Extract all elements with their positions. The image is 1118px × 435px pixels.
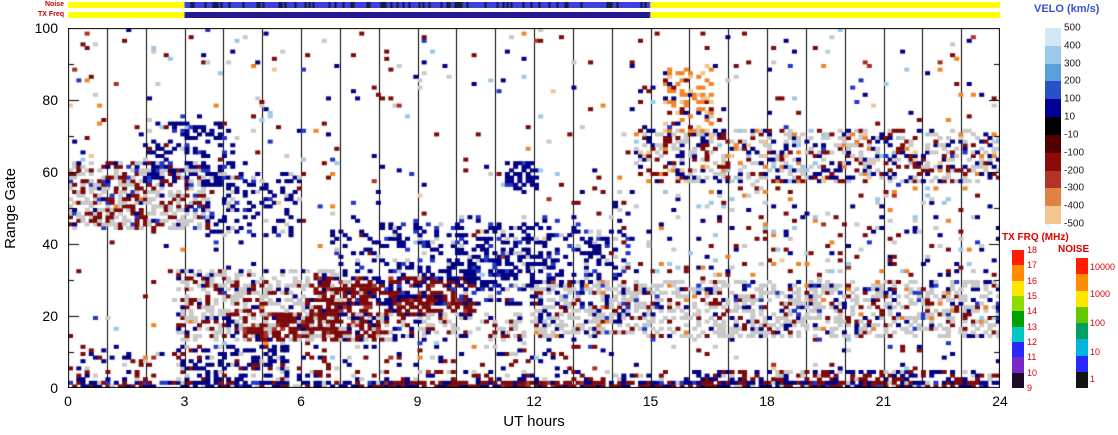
colorbar-tick-label: 400	[1064, 40, 1081, 52]
colorbar-tick-label: -300	[1064, 182, 1085, 194]
txfrq-colorbar-bar	[1012, 250, 1024, 388]
x-tick-label: 6	[297, 393, 305, 409]
noise-colorbar-title: NOISE	[1058, 244, 1090, 255]
colorbar-tick-label: -100	[1064, 147, 1085, 159]
colorbar-segment	[1076, 306, 1088, 323]
x-tick-label: 0	[64, 393, 72, 409]
colorbar-segment	[1012, 250, 1024, 266]
colorbar-segment	[1045, 28, 1061, 46]
colorbar-segment	[1012, 341, 1024, 358]
colorbar-tick-label: -200	[1064, 165, 1085, 177]
colorbar-segment	[1012, 295, 1024, 312]
colorbar-segment	[1012, 265, 1024, 281]
colorbar-segment	[1045, 206, 1061, 224]
colorbar-segment	[1076, 323, 1088, 340]
txfreq-strip-canvas	[68, 12, 1000, 18]
colorbar-tick-label: 15	[1027, 291, 1038, 301]
colorbar-segment	[1012, 372, 1024, 388]
x-tick-label: 15	[642, 393, 659, 409]
x-tick-label: 21	[875, 393, 892, 409]
colorbar-tick-label: 100	[1090, 318, 1106, 328]
noise-strip-label: Noise	[44, 1, 64, 8]
y-tick-label: 80	[42, 92, 58, 108]
x-tick-label: 18	[759, 393, 775, 409]
colorbar-tick-label: 17	[1027, 260, 1038, 271]
colorbar-segment	[1076, 290, 1088, 307]
colorbar-segment	[1012, 280, 1024, 296]
colorbar-tick-label: 18	[1027, 245, 1038, 255]
colorbar-segment	[1045, 152, 1061, 171]
colorbar-segment	[1076, 274, 1088, 291]
y-tick-label: 0	[50, 380, 58, 396]
colorbar-segment	[1045, 134, 1061, 153]
colorbar-tick-label: 200	[1064, 75, 1081, 87]
colorbar-segment	[1012, 326, 1024, 342]
x-tick-label: 3	[180, 393, 189, 409]
x-tick-label: 24	[992, 393, 1008, 409]
colorbar-tick-label: -500	[1064, 218, 1085, 230]
noise-strip-canvas	[68, 2, 1000, 8]
y-tick-label: 40	[42, 236, 58, 252]
x-axis-label: UT hours	[503, 413, 565, 430]
colorbar-tick-label: -10	[1064, 129, 1079, 141]
colorbar-tick-label: 10000	[1090, 262, 1116, 273]
colorbar-tick-label: 13	[1027, 321, 1038, 332]
colorbar-tick-label: 10	[1090, 346, 1101, 357]
y-tick-label: 20	[42, 308, 58, 324]
x-tick-label: 12	[526, 393, 542, 409]
colorbar-segment	[1076, 371, 1088, 388]
x-tick-label: 9	[413, 393, 422, 409]
colorbar-tick-label: 9	[1027, 383, 1033, 393]
colorbar-segment	[1045, 117, 1061, 135]
colorbar-tick-label: 300	[1064, 58, 1081, 70]
noise-colorbar-bar	[1076, 258, 1088, 388]
colorbar-segment	[1076, 258, 1088, 275]
colorbar-segment	[1076, 355, 1088, 372]
y-tick-label: 100	[34, 20, 58, 36]
y-tick-label: 60	[42, 164, 58, 180]
colorbar-segment	[1076, 339, 1088, 356]
colorbar-segment	[1045, 170, 1061, 189]
colorbar-segment	[1045, 81, 1061, 100]
velocity-plot-canvas	[68, 28, 1000, 388]
colorbar-segment	[1012, 311, 1024, 327]
colorbar-tick-label: 100	[1064, 93, 1081, 105]
txfrq-colorbar-title: TX FRQ (MHz)	[1002, 232, 1069, 243]
colorbar-tick-label: 1	[1090, 373, 1096, 384]
colorbar-tick-label: 14	[1027, 306, 1038, 317]
colorbar-tick-label: 16	[1027, 275, 1038, 286]
colorbar-segment	[1012, 357, 1024, 373]
colorbar-tick-label: 12	[1027, 337, 1038, 347]
colorbar-tick-label: 1000	[1090, 289, 1111, 300]
colorbar-tick-label: -400	[1064, 200, 1085, 212]
colorbar-segment	[1045, 45, 1061, 64]
colorbar-tick-label: 10	[1027, 367, 1038, 378]
y-axis-label-wrap: Range Gate	[2, 28, 19, 388]
colorbar-segment	[1045, 188, 1061, 207]
colorbar-tick-label: 11	[1027, 352, 1037, 363]
velo-colorbar-title: VELO (km/s)	[1034, 3, 1100, 15]
colorbar-segment	[1045, 63, 1061, 82]
txfreq-strip-label: TX Freq	[37, 11, 64, 18]
velo-colorbar-bar	[1045, 28, 1061, 224]
colorbar-tick-label: 500	[1064, 22, 1081, 34]
colorbar-segment	[1045, 99, 1061, 118]
colorbar-tick-label: 10	[1064, 111, 1076, 123]
